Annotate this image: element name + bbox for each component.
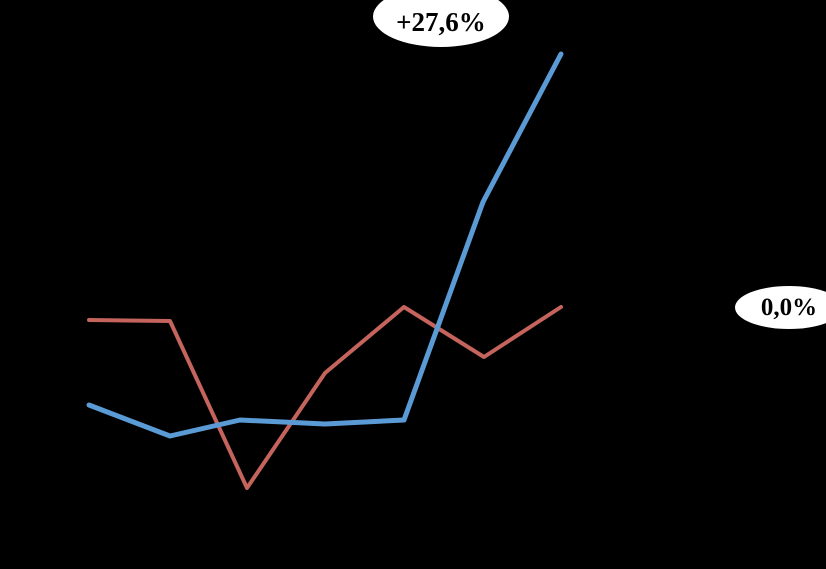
callout-flat-text: 0,0%	[760, 293, 818, 321]
callout-growth-label: +27,6%	[373, 0, 509, 47]
callout-flat-label: 0,0%	[735, 286, 826, 329]
line-series-red	[87, 305, 563, 490]
line-series-blue	[86, 51, 564, 439]
callout-growth-text: +27,6%	[396, 7, 486, 37]
